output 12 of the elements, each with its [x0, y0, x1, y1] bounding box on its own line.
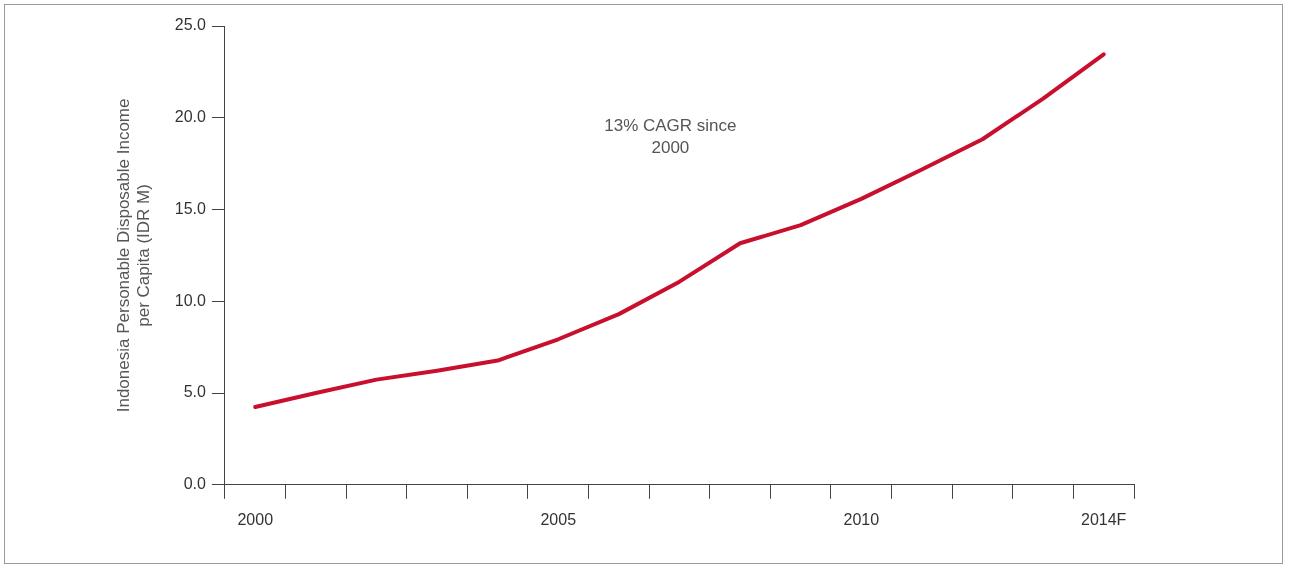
x-tick-label: 2000 — [237, 510, 274, 528]
y-tick-label: 25.0 — [174, 16, 207, 34]
y-tick-label: 20.0 — [174, 108, 207, 126]
x-tick-label: 2010 — [843, 510, 880, 528]
y-tick-label: 15.0 — [174, 199, 207, 217]
y-tick-label: 5.0 — [183, 383, 207, 401]
y-tick-label: 10.0 — [174, 291, 207, 309]
annotation: 13% CAGR since 2000 — [604, 115, 737, 157]
y-axis-title: Indonesia Personable Disposable Income per Capita (IDR M) — [113, 98, 154, 413]
x-tick-label: 2014F — [1081, 510, 1127, 528]
x-tick-label: 2005 — [540, 510, 577, 528]
y-tick-label: 0.0 — [183, 475, 207, 493]
